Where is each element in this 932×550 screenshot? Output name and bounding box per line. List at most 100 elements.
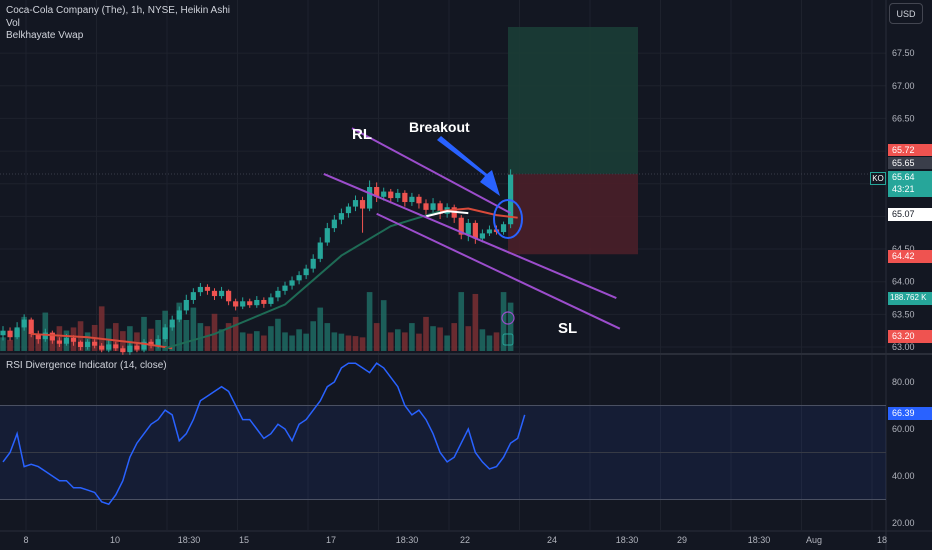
candle-body bbox=[204, 286, 211, 291]
candle-body bbox=[70, 337, 77, 342]
time-tick-label: 24 bbox=[547, 535, 557, 545]
candle-body bbox=[310, 258, 316, 269]
breakout-arrow[interactable] bbox=[437, 136, 523, 346]
annotation-breakout[interactable]: Breakout bbox=[409, 119, 470, 135]
candle-body bbox=[99, 345, 105, 350]
volume-bar bbox=[409, 323, 415, 351]
volume-bar bbox=[275, 318, 281, 351]
volume-bar bbox=[239, 332, 246, 351]
volume-bar bbox=[289, 335, 295, 351]
volume-bar bbox=[359, 337, 366, 351]
volume-bar bbox=[416, 333, 422, 351]
time-tick-label: 15 bbox=[239, 535, 249, 545]
volume-bar bbox=[204, 326, 211, 351]
volume-bar bbox=[303, 333, 309, 351]
candles bbox=[0, 169, 514, 355]
volume-bar bbox=[444, 335, 450, 351]
candle-body bbox=[63, 337, 70, 344]
volume-bar bbox=[507, 302, 514, 351]
price-tag-upper-red: 65.72 bbox=[888, 144, 932, 156]
volume-bar bbox=[493, 332, 500, 351]
volume-bar bbox=[380, 300, 387, 351]
bar-countdown: 43:21 bbox=[892, 184, 915, 194]
price-tag-low: 63.20 bbox=[888, 330, 932, 343]
current-price: 65.64 bbox=[892, 172, 915, 182]
candle-body bbox=[479, 233, 485, 239]
candle-body bbox=[176, 310, 182, 320]
candle-body bbox=[197, 286, 203, 293]
volume-bar bbox=[261, 335, 267, 351]
vwap-left-red bbox=[31, 332, 173, 350]
candle-body bbox=[324, 228, 330, 243]
channel-middle-line bbox=[323, 173, 617, 299]
volume-bar bbox=[268, 326, 274, 351]
candle-body bbox=[395, 192, 401, 199]
rsi-pane bbox=[0, 362, 886, 506]
volume-bar bbox=[296, 329, 302, 351]
currency-button[interactable]: USD bbox=[889, 3, 923, 24]
volume-bar bbox=[127, 326, 133, 351]
volume-bar bbox=[98, 306, 105, 351]
price-tag-upper-gray: 65.65 bbox=[888, 157, 932, 169]
vwap-red bbox=[440, 207, 518, 219]
volume-bar bbox=[218, 329, 225, 351]
candle-body bbox=[500, 224, 507, 233]
candle-body bbox=[49, 332, 55, 341]
rsi-line bbox=[2, 362, 526, 506]
candle-body bbox=[261, 299, 267, 304]
annotation-rl[interactable]: RL bbox=[352, 126, 372, 143]
annotation-sl[interactable]: SL bbox=[558, 320, 578, 337]
indicator-vol-label[interactable]: Vol bbox=[6, 17, 20, 29]
rsi-tick-label: 80.00 bbox=[892, 377, 915, 387]
volume-bar bbox=[134, 332, 140, 351]
time-axis: 8 10 18:30 15 17 18:30 22 24 18:30 29 18:30 Aug 18 bbox=[23, 535, 887, 545]
time-tick-label: 10 bbox=[110, 535, 120, 545]
candle-body bbox=[35, 333, 41, 340]
volume-bar bbox=[113, 323, 119, 351]
volume-bar bbox=[387, 332, 394, 351]
time-tick-label: 22 bbox=[460, 535, 470, 545]
volume-bar bbox=[310, 321, 316, 351]
candle-body bbox=[486, 229, 493, 234]
time-tick-label: 18 bbox=[877, 535, 887, 545]
volume-bar bbox=[437, 327, 443, 351]
price-tag-lower-red: 64.42 bbox=[888, 250, 932, 263]
candle-body bbox=[338, 213, 344, 220]
candle-body bbox=[423, 203, 429, 210]
candle-body bbox=[388, 191, 394, 199]
price-tick-label: 63.00 bbox=[892, 342, 915, 352]
candle-body bbox=[226, 290, 232, 302]
price-tag-vwap: 65.07 bbox=[888, 208, 932, 221]
indicator-vwap-label[interactable]: Belkhayate Vwap bbox=[6, 30, 84, 41]
volume-bar bbox=[324, 323, 331, 351]
volume-bar bbox=[402, 332, 408, 351]
price-tick-label: 63.50 bbox=[892, 309, 915, 319]
symbol-title[interactable]: Coca-Cola Company (The), 1h, NYSE, Heiki… bbox=[6, 5, 230, 16]
candle-body bbox=[275, 290, 281, 298]
rsi-title[interactable]: RSI Divergence Indicator (14, close) bbox=[6, 360, 167, 371]
breakout-circle bbox=[493, 199, 523, 239]
channel-lines[interactable] bbox=[323, 127, 621, 330]
time-tick-label: 18:30 bbox=[616, 535, 639, 545]
candle-body bbox=[409, 196, 415, 203]
volume-bar bbox=[366, 292, 373, 351]
target-zone bbox=[508, 27, 638, 174]
volume-bar bbox=[282, 332, 288, 351]
volume-bar bbox=[246, 333, 253, 351]
risk-reward-zones[interactable] bbox=[0, 27, 886, 255]
candle-body bbox=[402, 192, 408, 203]
volume-bar bbox=[338, 333, 345, 351]
breakout-arrow-shape bbox=[437, 136, 500, 196]
price-tag-current-box: 65.64 43:21 bbox=[888, 171, 932, 197]
candle-body bbox=[148, 341, 154, 346]
candle-body bbox=[211, 290, 218, 297]
volume-bar bbox=[225, 323, 232, 351]
time-tick-label: 8 bbox=[23, 535, 28, 545]
candle-body bbox=[21, 319, 27, 328]
candle-body bbox=[155, 339, 161, 346]
candle-body bbox=[289, 280, 295, 286]
candle-body bbox=[247, 301, 253, 306]
candle-body bbox=[42, 332, 48, 340]
